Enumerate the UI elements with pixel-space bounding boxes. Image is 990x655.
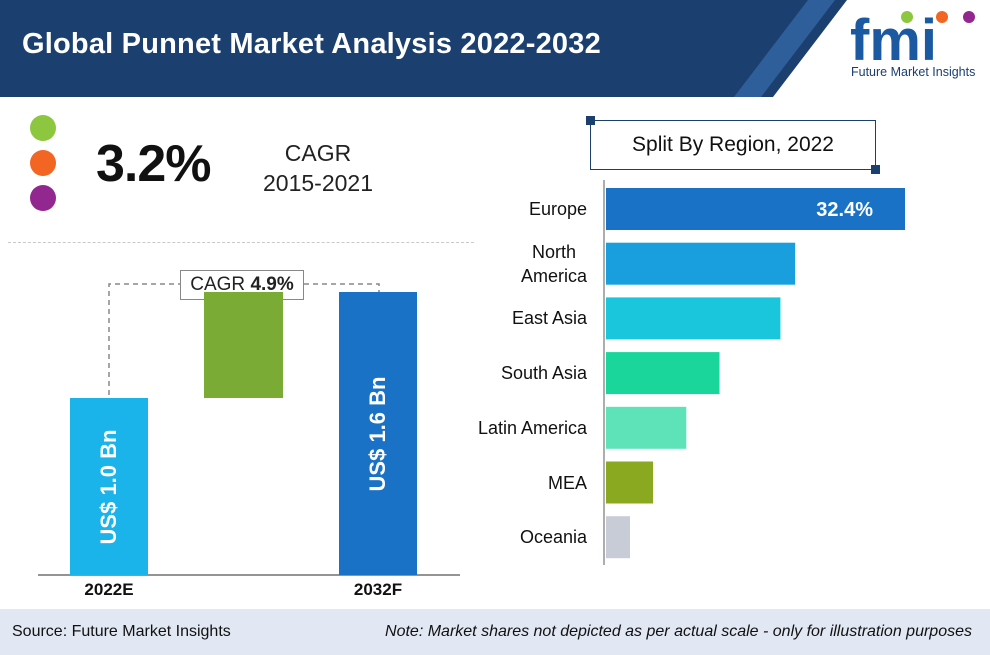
region-bar-north-america [606,242,796,285]
decor-dot-purple [30,185,56,211]
forecast-growth-bar [204,292,283,399]
page-title: Global Punnet Market Analysis 2022-2032 [22,28,601,60]
region-bar-mea [606,461,654,504]
section-divider [8,242,474,243]
region-bar-south-asia [606,352,720,395]
fmi-logo: fmi [850,8,975,66]
region-category-label: MEA [547,472,587,493]
decor-dot-green [30,115,56,141]
source-text: Source: Future Market Insights [12,623,231,640]
header-background [0,0,847,97]
region-bar-oceania [606,516,630,559]
forecast-year-2032: 2032F [353,580,403,599]
historic-cagr-period: 2015-2021 [263,170,373,196]
forecast-bar-2022: US$ 1.0 Bn [70,398,148,575]
forecast-bar-2032: US$ 1.6 Bn [339,292,417,575]
title-corner-marker [586,116,595,125]
forecast-cagr-label: CAGR [190,274,246,295]
note-text: Note: Market shares not depicted as per … [385,623,972,640]
region-category-label: Latin America [477,417,587,438]
footer-bar: Source: Future Market Insights Note: Mar… [0,609,990,655]
region-data-label: 32.4% [816,199,873,221]
historic-cagr-title: CAGR [284,140,352,166]
historic-cagr-value: 3.2% [96,135,212,193]
forecast-cagr-badge: CAGR 4.9% [180,270,304,300]
region-bar-east-asia [606,297,781,340]
region-bar-latin-america [606,406,687,449]
fmi-logo-mark: fmi [850,8,937,66]
region-bar-chart: 32.4% [603,180,905,565]
region-chart-title: Split By Region, 2022 [590,120,876,170]
region-category-label: South Asia [500,363,587,384]
decor-dot-orange [30,150,56,176]
region-category-label: Oceania [519,527,587,548]
region-category-label: East Asia [511,308,587,329]
region-bar-europe [606,188,905,230]
logo-text: Future Market Insights [851,65,976,79]
region-category-label: North America [520,241,587,286]
forecast-connector [38,283,460,576]
forecast-year-2022: 2022E [84,580,134,599]
title-corner-marker [871,165,880,174]
forecast-cagr-value: 4.9% [250,274,294,295]
historic-cagr-label: CAGR 2015-2021 [258,138,378,198]
header-banner: Global Punnet Market Analysis 2022-2032 … [0,0,990,97]
region-category-label: Europe [528,199,587,219]
